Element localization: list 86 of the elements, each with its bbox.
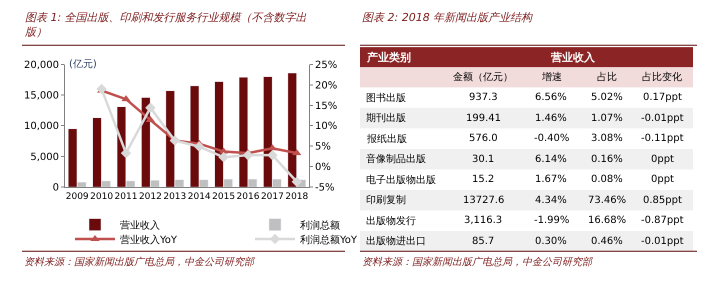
data-label: 30.1 (472, 154, 494, 165)
point (267, 150, 278, 160)
y2-tick-label: 10% (315, 121, 338, 132)
data-label: 5.02% (591, 92, 623, 103)
data-label: -0.40% (534, 133, 570, 144)
category-label: 出版物发行 (366, 215, 416, 227)
data-label: -0.11ppt (641, 133, 684, 144)
data-label: -0.01ppt (641, 113, 684, 124)
legend-label: 利润总额 (300, 219, 340, 232)
data-label: 0ppt (651, 154, 674, 165)
x-tick-label: 2012 (138, 192, 162, 202)
point (218, 152, 229, 162)
data-label: 0.08% (591, 174, 623, 185)
text: 产业类别 (366, 51, 411, 64)
text: 图表 2: 2018 年新闻出版产业结构 (362, 11, 534, 24)
y-tick-label: 15,000 (24, 90, 59, 102)
data-label: 15.2 (472, 174, 494, 185)
data-label: 3.08% (591, 133, 623, 144)
data-label: 1.07% (591, 113, 623, 124)
data-label: -1.99% (534, 215, 570, 226)
legend-label: 营业收入 (120, 219, 160, 232)
point (170, 135, 180, 146)
text: 资料来源：国家新闻出版广电总局，中金公司研究部 (362, 256, 594, 268)
y2-tick-label: 0% (315, 162, 331, 174)
data-label: 0.17ppt (643, 92, 682, 103)
category-label: 印刷复制 (366, 194, 406, 206)
data-label: 6.14% (535, 154, 567, 165)
data-label: 199.41 (466, 113, 501, 124)
chart-title: 图表 1: 全国出版、印刷和发行服务行业规模（不含数字出版） (24, 11, 307, 38)
legend-label: 营业收入YoY (120, 234, 178, 246)
x-tick-label: 2014 (188, 192, 211, 202)
category-label: 图书出版 (366, 92, 406, 104)
y2-tick-label: 5% (315, 142, 331, 153)
y2-tick-label: 25% (315, 60, 338, 71)
x-tick-label: 2015 (212, 192, 236, 202)
data-label: 16.68% (588, 215, 626, 226)
point (145, 102, 156, 113)
category-label: 出版物进出口 (366, 235, 426, 247)
data-label: 85.7 (472, 236, 494, 247)
category-label: 期刊出版 (366, 112, 406, 124)
y2-tick-label: 20% (315, 80, 338, 92)
data-label: 6.56% (535, 92, 567, 103)
data-label: 0.16% (591, 154, 623, 165)
data-label: 0.46% (591, 236, 623, 247)
point (120, 148, 132, 158)
text: 占比变化 (642, 71, 682, 83)
y-axis-title: (亿元) (69, 59, 97, 70)
data-label: 0.30% (535, 236, 567, 247)
data-label: 1.67% (535, 174, 567, 185)
category-label: 电子出版物出版 (366, 174, 436, 186)
data-label: 0.85ppt (643, 195, 682, 206)
point (96, 84, 107, 94)
legend-label: 利润总额YoY (300, 234, 358, 246)
data-label: 1.46% (535, 113, 567, 124)
x-tick-label: 2010 (90, 192, 114, 202)
data-label: 3,116.3 (464, 215, 502, 226)
x-tick-label: 2016 (236, 192, 260, 202)
data-label: -0.01ppt (641, 236, 684, 247)
text: 营业收入 (550, 51, 596, 64)
y2-tick-label: -5% (315, 182, 334, 194)
text: 增速 (541, 71, 562, 83)
y-tick-label: 5,000 (30, 152, 59, 163)
data-label: 576.0 (469, 133, 498, 144)
x-tick-label: 2017 (260, 192, 284, 202)
category-label: 报纸出版 (366, 133, 407, 145)
data-label: 0ppt (651, 174, 674, 185)
text: 资料来源：国家新闻出版广电总局，中金公司研究部 (24, 256, 256, 268)
point (242, 150, 254, 160)
x-tick-label: 2009 (66, 192, 89, 202)
y2-tick-label: 15% (315, 100, 338, 112)
data-label: 13727.6 (463, 195, 504, 206)
x-tick-label: 2011 (114, 192, 138, 202)
category-label: 音像制品出版 (366, 153, 426, 165)
y-tick-label: 20,000 (24, 60, 59, 71)
text: 占比 (597, 71, 617, 83)
data-label: 73.46% (588, 195, 626, 206)
y-tick-label: 10,000 (24, 121, 59, 132)
data-label: 937.3 (469, 92, 498, 103)
x-tick-label: 2013 (163, 192, 186, 202)
x-tick-label: 2018 (285, 192, 309, 202)
data-label: -0.87ppt (641, 215, 684, 226)
text: 金额（亿元） (453, 71, 513, 83)
point (194, 141, 204, 152)
point (292, 176, 302, 187)
y-tick-label: 0 (52, 182, 59, 194)
data-label: 4.34% (535, 195, 567, 206)
